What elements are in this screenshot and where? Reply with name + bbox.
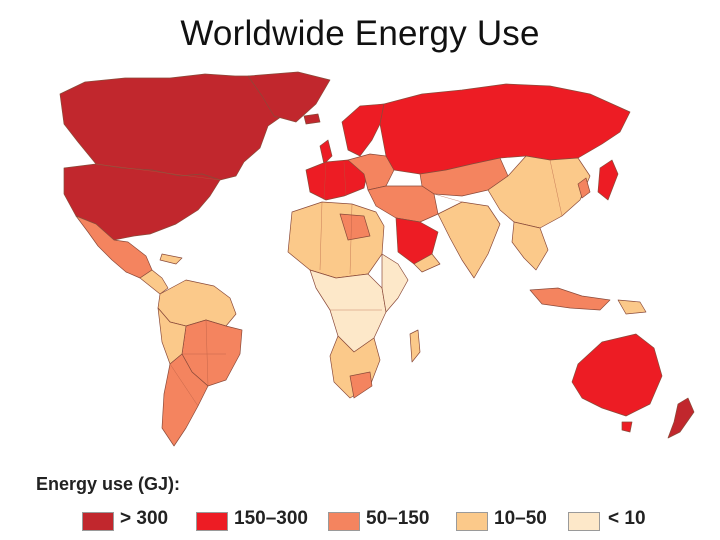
region-madagascar: [409, 329, 421, 363]
region-western-europe: [305, 159, 369, 201]
region-greenland: [247, 71, 331, 123]
map-title: Worldwide Energy Use: [180, 14, 540, 53]
legend-swatch-over-300: [82, 512, 114, 531]
world-map: [59, 71, 695, 447]
region-japan: [597, 159, 619, 201]
region-australia: [571, 333, 663, 417]
legend-swatch-50-150: [328, 512, 360, 531]
legend-label-10-50: 10–50: [494, 508, 547, 529]
region-indonesia: [529, 287, 611, 311]
legend-swatch-150-300: [196, 512, 228, 531]
region-yemen: [413, 253, 441, 273]
legend-label-50-150: 50–150: [366, 508, 430, 529]
region-scandinavia: [341, 103, 385, 157]
region-libya: [339, 213, 371, 241]
region-north-africa: [287, 201, 385, 279]
region-central-america: [139, 269, 169, 295]
legend-swatch-10-50: [456, 512, 488, 531]
region-southeast-asia: [511, 221, 549, 271]
region-new-zealand: [667, 397, 695, 439]
region-russia: [379, 83, 631, 175]
region-argentina-chile: [161, 353, 209, 447]
legend-label-150-300: 150–300: [234, 508, 308, 529]
region-uk: [319, 139, 333, 165]
region-korea: [577, 177, 591, 199]
region-caribbean: [159, 253, 183, 265]
region-india: [437, 201, 501, 279]
legend: > 300 150–300 50–150 10–50 < 10: [0, 506, 720, 536]
region-iceland: [303, 113, 321, 125]
region-east-africa: [381, 253, 409, 313]
region-south-america-north: [157, 279, 237, 327]
legend-label-under-10: < 10: [608, 508, 646, 529]
legend-label-over-300: > 300: [120, 508, 169, 529]
region-tasmania: [621, 421, 633, 433]
legend-swatch-under-10: [568, 512, 600, 531]
region-eastern-europe: [347, 153, 395, 191]
region-papua: [617, 299, 647, 315]
region-south-africa: [349, 371, 373, 399]
legend-title: Energy use (GJ):: [36, 474, 181, 494]
